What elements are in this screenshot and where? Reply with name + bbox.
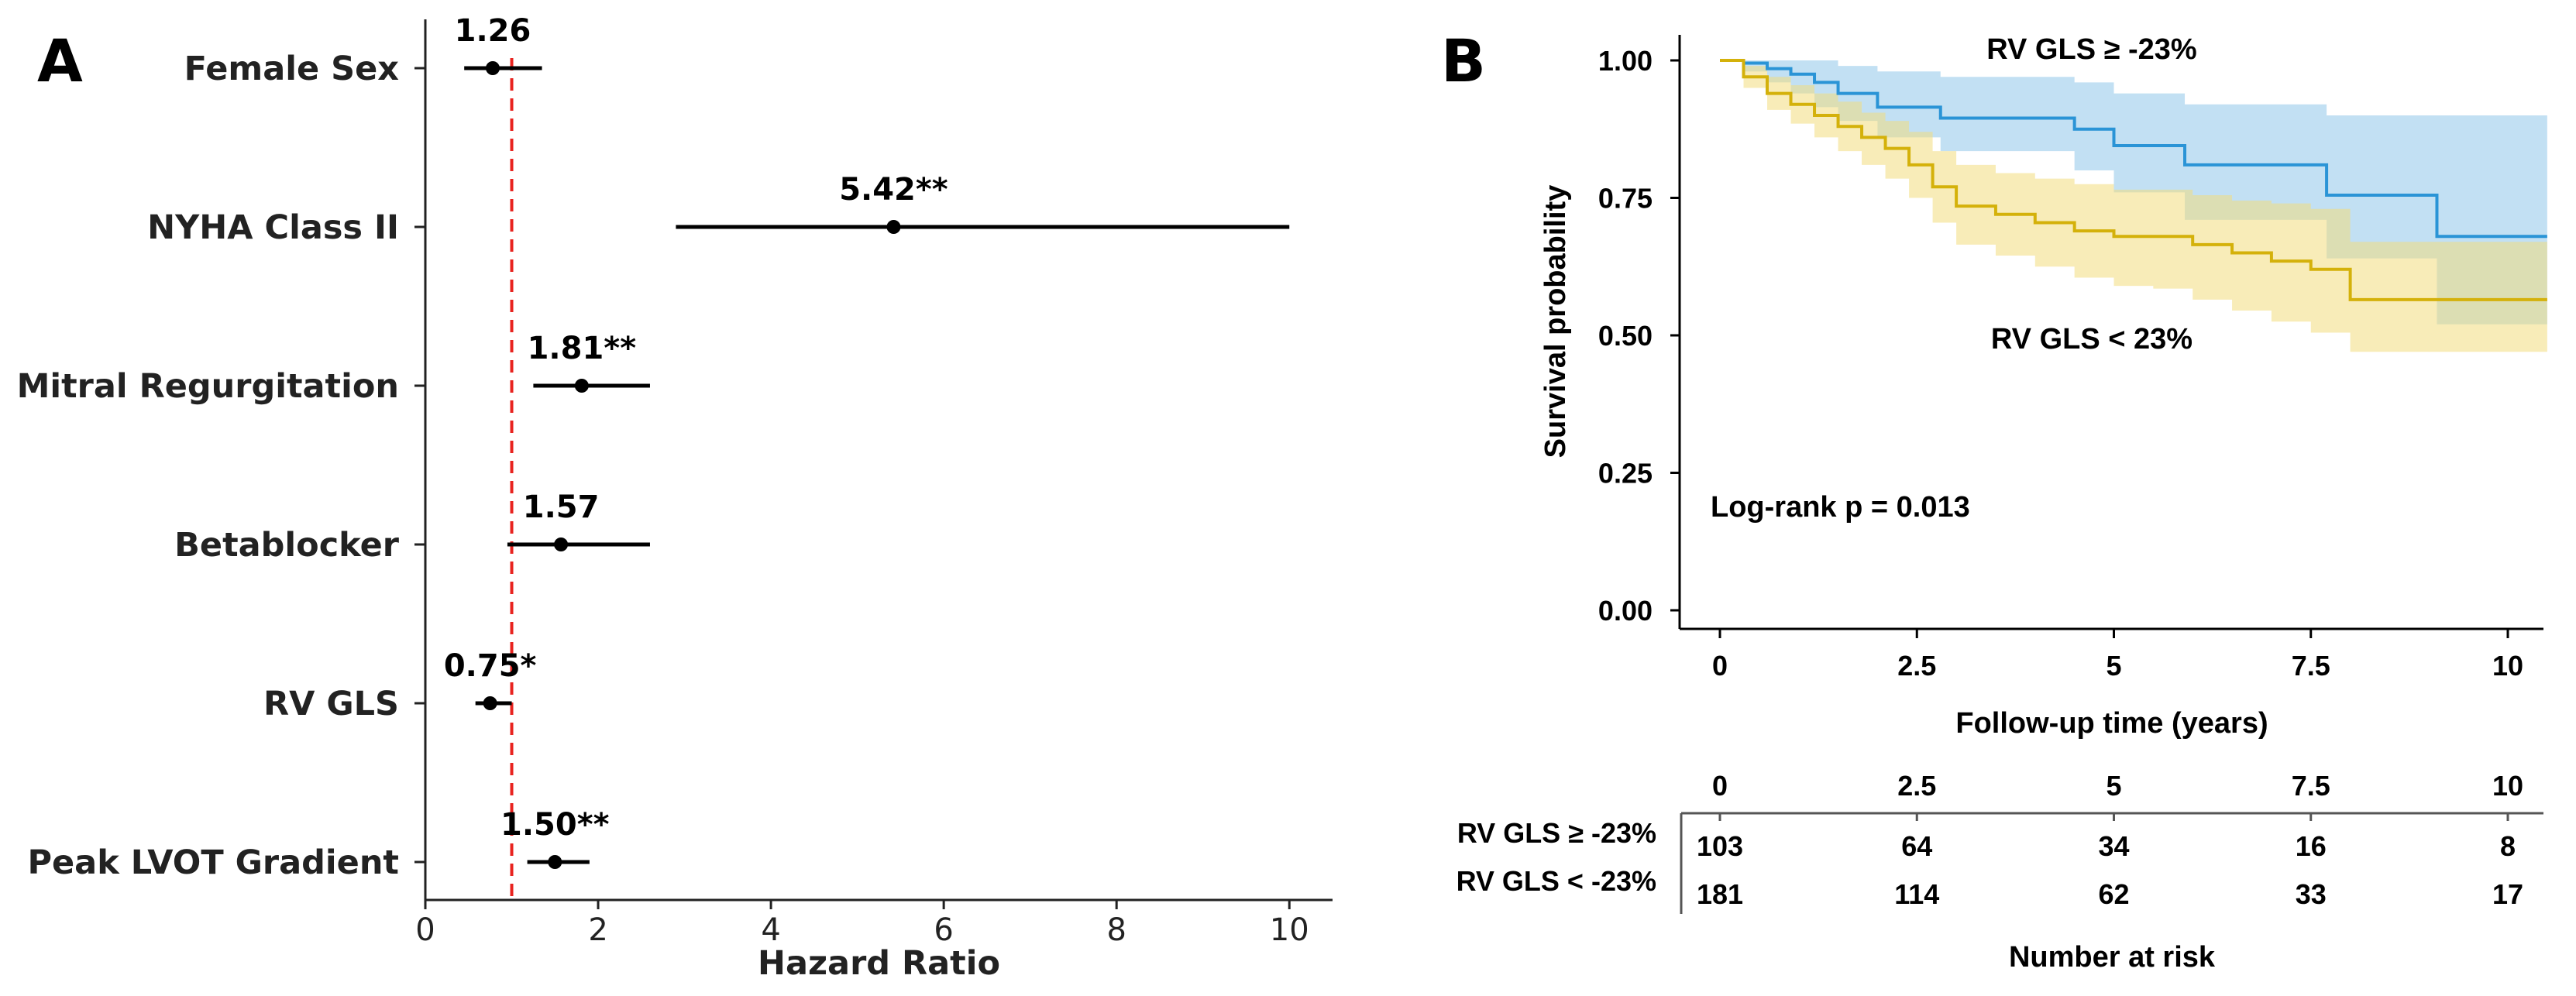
risk-count: 62 bbox=[2098, 878, 2129, 910]
row-label: Betablocker bbox=[174, 526, 400, 565]
x-tick-label: 2 bbox=[588, 912, 607, 948]
risk-count: 33 bbox=[2296, 878, 2327, 910]
hr-point bbox=[554, 537, 569, 551]
x-tick-label: 8 bbox=[1106, 912, 1126, 948]
row-label: Peak LVOT Gradient bbox=[28, 843, 400, 882]
km-y-axis-title: Survival probability bbox=[1539, 185, 1572, 459]
hr-annotation: 5.42** bbox=[839, 172, 948, 208]
km-x-tick-label: 0 bbox=[1712, 650, 1728, 682]
hr-annotation: 1.81** bbox=[528, 331, 637, 366]
ci-band-low bbox=[1720, 60, 2547, 352]
panel-a-letter: A bbox=[37, 26, 83, 95]
km-y-tick-label: 0.50 bbox=[1598, 320, 1653, 352]
km-x-tick-label: 10 bbox=[2492, 650, 2523, 682]
risk-time-label: 7.5 bbox=[2292, 770, 2330, 802]
risk-count: 181 bbox=[1697, 878, 1743, 910]
row-label: Mitral Regurgitation bbox=[17, 367, 399, 406]
logrank-annotation: Log-rank p = 0.013 bbox=[1711, 491, 1970, 524]
risk-count: 16 bbox=[2296, 830, 2327, 862]
km-x-tick-label: 7.5 bbox=[2292, 650, 2330, 682]
risk-table-title: Number at risk bbox=[2009, 941, 2216, 974]
survival-line-high bbox=[1720, 59, 2547, 239]
group-label-low: RV GLS < 23% bbox=[1991, 323, 2193, 355]
risk-time-label: 0 bbox=[1712, 770, 1728, 802]
x-tick-label: 0 bbox=[415, 912, 435, 948]
km-y-tick-label: 0.75 bbox=[1598, 183, 1653, 215]
row-label: NYHA Class II bbox=[147, 208, 399, 247]
km-x-tick-label: 2.5 bbox=[1897, 650, 1936, 682]
km-x-tick-label: 5 bbox=[2106, 650, 2121, 682]
x-tick-label: 10 bbox=[1270, 912, 1309, 948]
km-y-tick-label: 0.25 bbox=[1598, 458, 1653, 489]
km-y-tick-label: 0.00 bbox=[1598, 595, 1653, 627]
survival-plot-panel: B 0.00 0.25 0.50 0.75 1.00 0 2.5 5 7.5 10 Follow-u… bbox=[1441, 26, 2547, 974]
km-y-tick-label: 1.00 bbox=[1598, 45, 1653, 77]
row-label: Female Sex bbox=[184, 50, 400, 88]
hr-point bbox=[483, 696, 497, 710]
risk-count: 103 bbox=[1697, 830, 1743, 862]
risk-count: 17 bbox=[2492, 878, 2523, 910]
panel-b-letter: B bbox=[1441, 26, 1486, 95]
risk-time-label: 10 bbox=[2492, 770, 2523, 802]
survival-line-low bbox=[1720, 59, 2547, 301]
risk-row-label: RV GLS ≥ -23% bbox=[1457, 817, 1656, 849]
km-x-axis-title: Follow-up time (years) bbox=[1955, 707, 2268, 740]
x-tick-label: 4 bbox=[761, 912, 780, 948]
hr-annotation: 0.75* bbox=[444, 648, 537, 684]
hr-point bbox=[548, 855, 562, 869]
x-tick-label: 6 bbox=[934, 912, 953, 948]
risk-count: 64 bbox=[1901, 830, 1932, 862]
row-label: RV GLS bbox=[263, 685, 399, 723]
hr-point bbox=[886, 220, 901, 234]
hr-point bbox=[485, 61, 500, 75]
forest-plot-panel: A 0 2 4 6 8 10 Hazard Ratio Female Sex 1.26 NYHA … bbox=[17, 13, 1333, 983]
group-label-high: RV GLS ≥ -23% bbox=[1986, 33, 2196, 66]
hr-annotation: 1.26 bbox=[455, 13, 531, 49]
hr-point bbox=[574, 379, 589, 393]
risk-row-label: RV GLS < -23% bbox=[1457, 865, 1656, 897]
hr-annotation: 1.50** bbox=[500, 807, 610, 843]
x-axis-title: Hazard Ratio bbox=[758, 944, 1000, 983]
risk-time-label: 2.5 bbox=[1897, 770, 1936, 802]
risk-count: 34 bbox=[2098, 830, 2129, 862]
risk-count: 8 bbox=[2500, 830, 2516, 862]
risk-count: 114 bbox=[1894, 878, 1939, 910]
hr-annotation: 1.57 bbox=[523, 489, 600, 525]
risk-time-label: 5 bbox=[2106, 770, 2121, 802]
